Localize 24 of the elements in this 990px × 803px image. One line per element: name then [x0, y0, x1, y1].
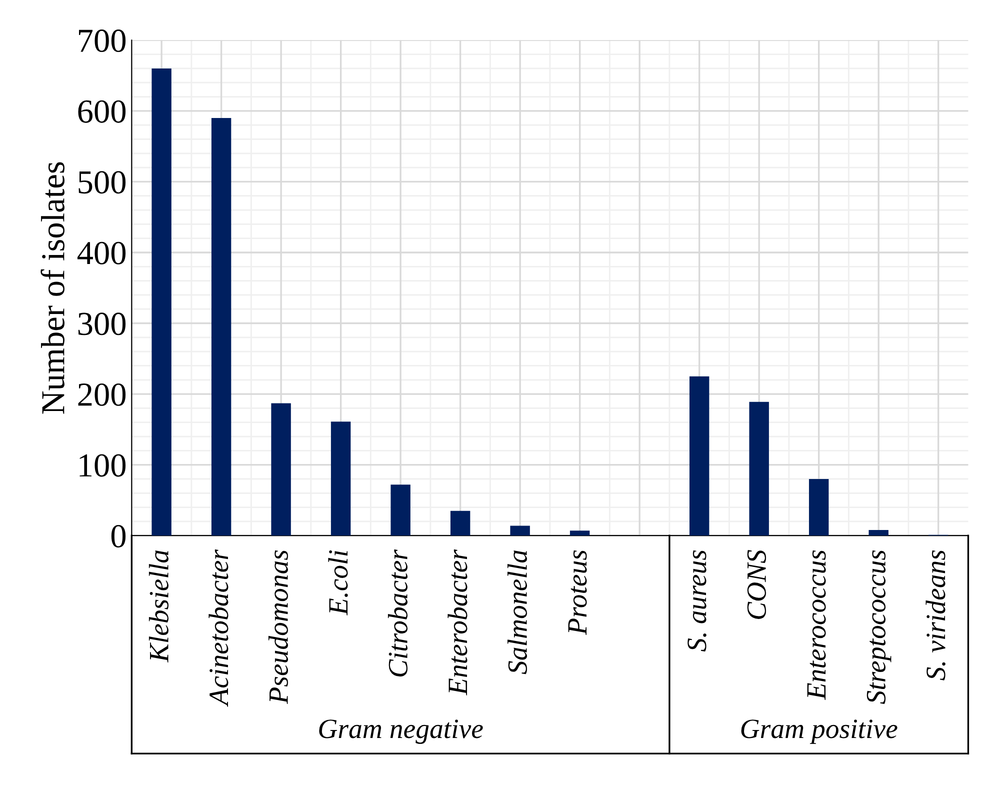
text: Gram negative — [319, 720, 483, 744]
x-tick-label: E.coli — [328, 550, 348, 616]
x-tick-label: Salmonella — [507, 550, 528, 674]
x-tick-label: S. aureus — [688, 550, 706, 652]
x-tick-label: Pseudomonas — [268, 550, 288, 704]
y-tick-label: 200 — [78, 383, 126, 406]
y-axis-title: Number of isolates — [40, 162, 64, 414]
y-tick-label: 100 — [80, 454, 126, 477]
y-tick-label: 600 — [78, 100, 126, 123]
y-tick-label: 500 — [78, 171, 126, 194]
x-tick-label: Streptococcus — [866, 550, 892, 704]
x-tick-label: Klebsiella — [148, 550, 169, 662]
y-tick-label: 700 — [79, 30, 126, 52]
x-tick-label: S. virideans — [926, 550, 946, 680]
x-tick-label: Acinetobacter — [208, 549, 228, 707]
x-tick-label: CONS — [747, 550, 766, 619]
y-tick-label: 300 — [78, 312, 126, 336]
text: Gram positive — [741, 720, 898, 744]
x-tick-label: Citrobacter — [388, 549, 408, 677]
y-tick-label: 400 — [77, 242, 126, 264]
x-tick-label: Enterococcus — [807, 550, 826, 700]
y-tick-label: 0 — [111, 525, 126, 548]
x-tick-label: Enterobacter — [448, 549, 468, 696]
x-tick-label: Proteus — [568, 550, 587, 636]
